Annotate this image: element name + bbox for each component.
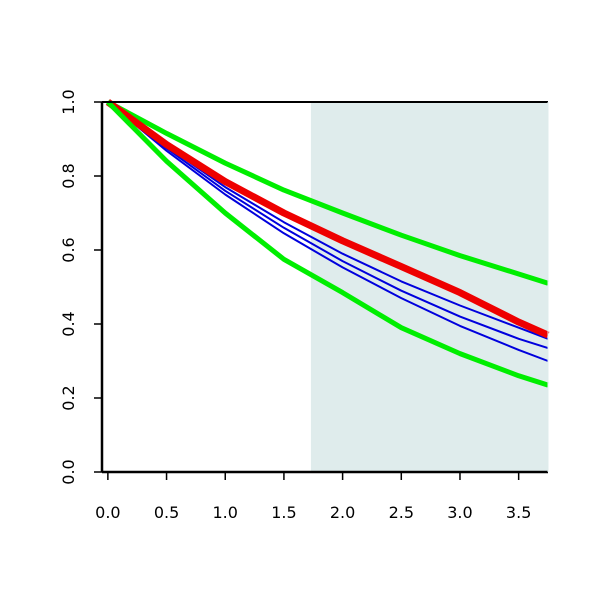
x-tick-label: 0.0: [95, 503, 120, 522]
series-line-5: [105, 99, 550, 339]
series-layer: [105, 99, 550, 388]
series-line-1: [106, 99, 549, 286]
shaded-region-layer: [310, 102, 548, 472]
x-tick-label: 3.0: [447, 503, 472, 522]
axes-layer: [100, 101, 549, 474]
x-tick-label: 1.5: [271, 503, 296, 522]
y-tick-label: 0.2: [59, 385, 78, 410]
x-tick-label: 1.0: [213, 503, 238, 522]
series-line-3: [107, 101, 549, 350]
y-tick-label: 0.0: [59, 459, 78, 484]
y-tick-label: 0.4: [59, 311, 78, 336]
shaded-region: [310, 102, 548, 472]
x-tick-label: 2.0: [330, 503, 355, 522]
y-tick-layer: 0.0 0.2 0.4 0.6 0.8 1.0: [59, 89, 102, 485]
y-tick-label: 0.8: [59, 163, 78, 188]
series-line-6: [106, 100, 549, 388]
series-line-4: [107, 101, 549, 362]
y-tick-label: 1.0: [59, 89, 78, 114]
x-tick-label: 3.5: [506, 503, 531, 522]
x-tick-layer: 0.0 0.5 1.0 1.5 2.0 2.5 3.0 3.5: [95, 472, 531, 522]
y-tick-label: 0.6: [59, 237, 78, 262]
x-tick-label: 2.5: [389, 503, 414, 522]
x-tick-label: 0.5: [154, 503, 179, 522]
